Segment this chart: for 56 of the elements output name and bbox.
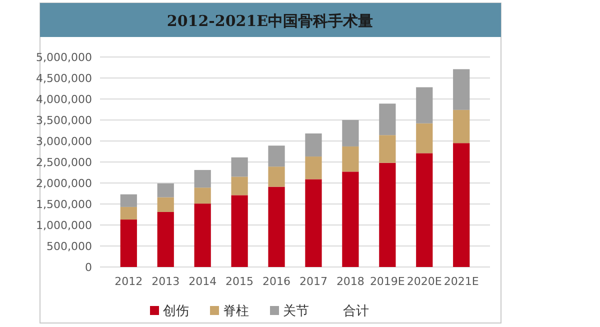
bar [453, 110, 470, 144]
bar [379, 104, 396, 136]
bar [453, 69, 470, 110]
x-tick-label: 2012 [114, 275, 143, 288]
text: 合计 [343, 304, 369, 319]
y-tick-label: 3,000,000 [36, 135, 92, 148]
y-tick-label: 2,000,000 [36, 177, 92, 190]
bar [120, 206, 137, 220]
bar [194, 188, 211, 204]
bar [416, 153, 433, 267]
bar [120, 220, 137, 267]
bar [379, 162, 396, 267]
y-tick-label: 0 [85, 261, 92, 274]
legend-label: 创伤 [163, 304, 189, 319]
x-tick-label: 2014 [188, 275, 217, 288]
x-tick-label: 2018 [336, 275, 364, 288]
bar [379, 135, 396, 163]
x-tick-label: 2019E [370, 275, 405, 288]
y-tick-label: 3,500,000 [36, 114, 92, 127]
bar [305, 179, 322, 267]
legend-label: 关节 [283, 304, 309, 319]
bar [194, 204, 211, 267]
chart-title: 2012-2021E中国骨科手术量 [166, 12, 374, 30]
bar [268, 186, 285, 267]
bar [268, 166, 285, 187]
bar [342, 146, 359, 172]
y-tick-label: 500,000 [46, 240, 92, 253]
y-tick-label: 4,500,000 [36, 72, 92, 85]
bar [231, 176, 248, 196]
y-tick-label: 2,500,000 [36, 156, 92, 169]
y-tick-label: 1,000,000 [36, 219, 92, 232]
bar [231, 157, 248, 177]
bar [342, 172, 359, 267]
x-tick-label: 2016 [262, 275, 291, 288]
x-tick-label: 2017 [299, 275, 328, 288]
bar [231, 195, 248, 267]
bar [157, 183, 174, 198]
x-tick-label: 2021E [444, 275, 479, 288]
y-tick-label: 4,000,000 [36, 93, 92, 106]
bar [453, 143, 470, 267]
bar [194, 170, 211, 188]
y-tick-label: 1,500,000 [36, 198, 92, 211]
bar [416, 123, 433, 154]
x-tick-label: 2015 [226, 275, 254, 288]
y-tick-label: 5,000,000 [36, 51, 92, 64]
bar [157, 212, 174, 267]
x-tick-label: 2013 [152, 275, 180, 288]
bar [305, 156, 322, 180]
bar [268, 146, 285, 167]
x-tick-label: 2020E [406, 275, 442, 288]
bar [342, 120, 359, 146]
bar [157, 197, 174, 212]
legend-label: 脊柱 [223, 304, 249, 319]
bar [416, 87, 433, 124]
bar [305, 133, 322, 157]
bar [120, 194, 137, 207]
